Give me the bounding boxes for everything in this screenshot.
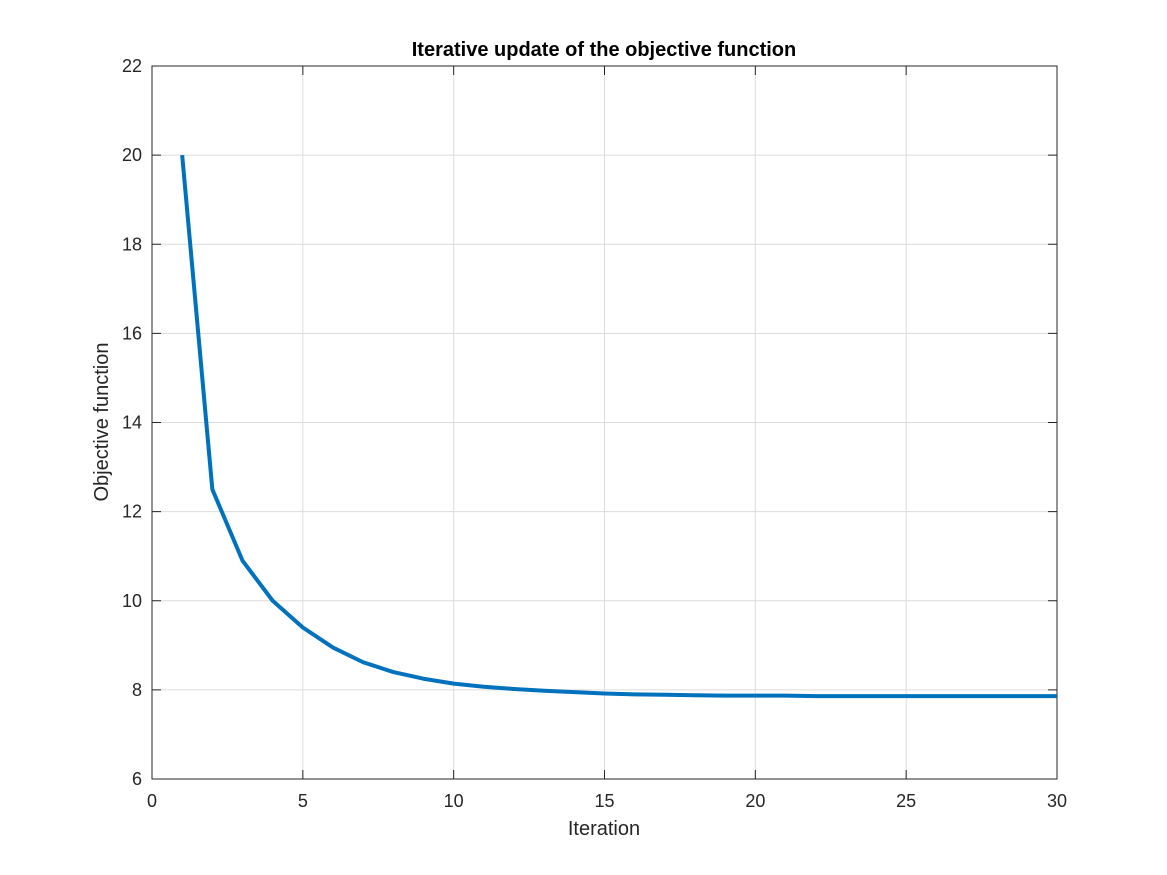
- y-tick-label: 22: [122, 56, 142, 76]
- x-tick-label: 0: [147, 791, 157, 811]
- y-tick-label: 14: [122, 413, 142, 433]
- x-tick-label: 20: [745, 791, 765, 811]
- chart-title: Iterative update of the objective functi…: [412, 39, 797, 61]
- series-line-0: [180, 154, 1057, 699]
- y-tick-label: 8: [132, 680, 142, 700]
- x-tick-label: 5: [298, 791, 308, 811]
- x-tick-label: 15: [594, 791, 614, 811]
- y-tick-label: 12: [122, 502, 142, 522]
- series-layer: [180, 154, 1057, 699]
- y-axis-label: Objective function: [91, 343, 113, 502]
- x-tick-label: 10: [444, 791, 464, 811]
- y-tick-label: 18: [122, 234, 142, 254]
- x-tick-label: 25: [896, 791, 916, 811]
- y-tick-label: 20: [122, 145, 142, 165]
- y-tick-label: 6: [132, 769, 142, 789]
- y-tick-label: 16: [122, 323, 142, 343]
- tick-layer: 0 5 10 15 20 25 30 6 8 10 12 14 16 18 20 22: [122, 56, 1067, 811]
- y-tick-label: 10: [122, 591, 142, 611]
- grid-layer: [151, 65, 1058, 780]
- x-tick-label: 30: [1047, 791, 1067, 811]
- x-axis-label: Iteration: [568, 818, 640, 840]
